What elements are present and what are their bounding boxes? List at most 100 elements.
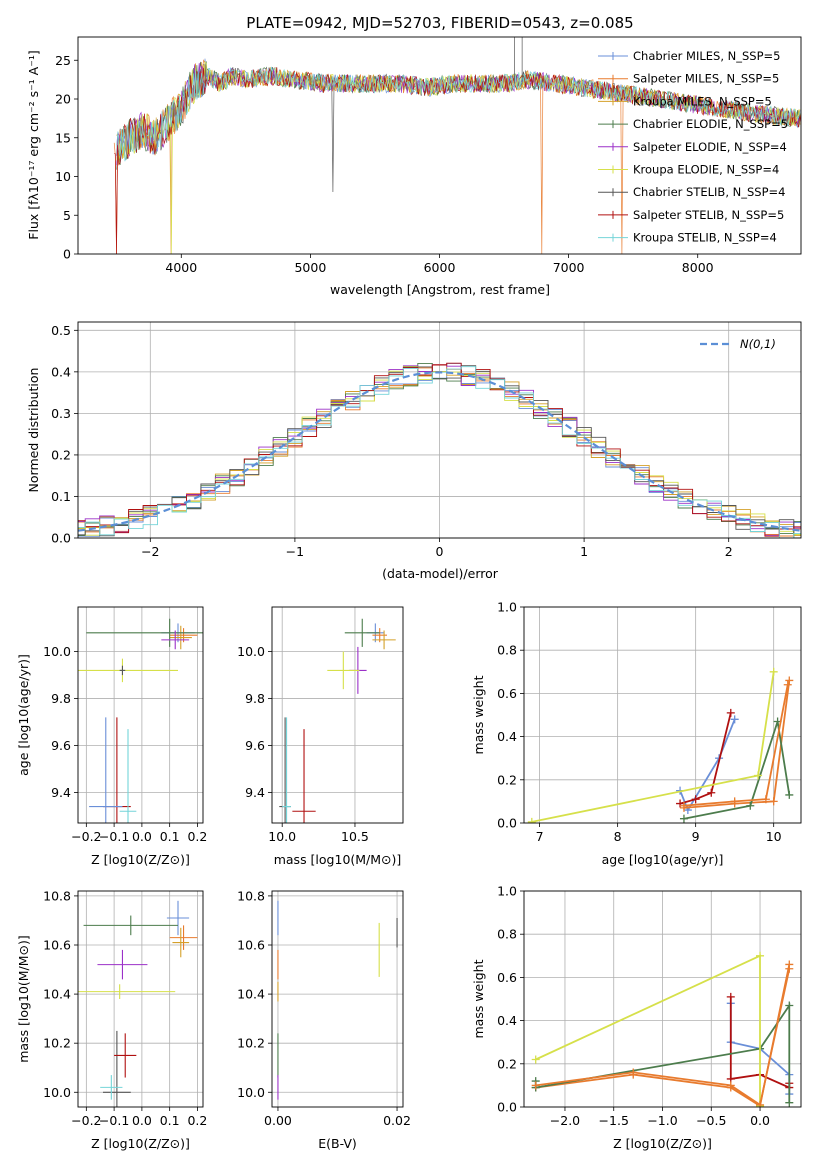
spectrum-series-8 [116,66,801,162]
x-tick-label: 0.02 [383,1113,411,1128]
y-tick-label: 10.8 [237,888,265,903]
y-tick-label: 20 [55,92,71,107]
mass-weight-point [769,667,778,676]
x-tick-label: 9 [692,829,700,844]
panel-age-vs-Z [74,606,204,827]
x-tick-label: 0.2 [187,829,207,844]
y-tick-label: 10 [55,169,71,184]
mass-weight-point [756,951,765,960]
y-tick-label: 0.4 [497,729,517,744]
legend-entry: Salpeter STELIB, N_SSP=5 [633,208,784,222]
mass-weight-point [726,708,735,717]
mass-weight-point [527,817,536,823]
x-tick-label: 0.00 [264,1113,292,1128]
mass-weight-point [785,1001,794,1010]
y-tick-label: 25 [55,53,71,68]
mass-weight-series [679,718,736,813]
panel-residuals [74,321,802,542]
y-tick-label: 1.0 [497,600,517,615]
y-tick-label: 0.0 [497,816,517,831]
y-tick-label: 0.4 [51,364,71,379]
x-tick-label: −2 [141,544,159,559]
mass-weight-series [683,721,791,820]
x-axis-label: Z [log10(Z/Z⊙)] [91,1136,190,1151]
axes-frame [523,890,802,1108]
mass-weight-point [679,801,688,810]
mass-weight-point [769,797,778,806]
panel-spectrum [74,36,802,258]
y-tick-label: 9.4 [245,785,265,800]
x-tick-label: 0.0 [132,829,152,844]
axes-frame [77,321,802,539]
x-tick-label: 10.5 [341,829,369,844]
x-tick-label: 7000 [553,260,585,275]
y-tick-label: 0.5 [51,323,71,338]
x-tick-label: −0.1 [99,1113,129,1128]
mass-weight-point [761,795,770,804]
legend-entry: Salpeter ELODIE, N_SSP=4 [633,140,787,154]
x-tick-label: −0.1 [99,829,129,844]
errorbars [277,900,398,1100]
mass-weight-point [785,676,794,685]
y-tick-label: 0.2 [497,1056,517,1071]
y-tick-label: 0.6 [497,970,517,985]
y-tick-label: 10.6 [237,938,265,953]
x-tick-label: −1 [286,544,304,559]
y-tick-label: 10.2 [43,1036,71,1051]
mass-weight-point [726,1081,735,1090]
spectrum-lines [113,37,801,254]
y-tick-label: 10.4 [43,987,71,1002]
y-axis-label: age [log10(age/yr)] [16,654,31,776]
errorbars [78,618,203,823]
x-axis-label: wavelength [Angstrom, rest frame] [330,282,550,297]
x-axis-label: age [log10(age/yr)] [602,852,724,867]
x-tick-label: 0.0 [750,1113,770,1128]
mass-weight-point [730,797,739,806]
x-tick-label: 4000 [165,260,197,275]
y-tick-label: 10.4 [237,987,265,1002]
x-tick-label: 0.0 [132,1113,152,1128]
mass-weight-point [783,680,792,689]
x-tick-label: −1.0 [647,1113,677,1128]
y-tick-label: 10.0 [43,644,71,659]
mass-weight-point [679,814,688,823]
mass-weight-series [531,671,775,823]
errorbars [78,900,198,1107]
errorbars [279,618,396,823]
x-tick-label: 0 [436,544,444,559]
y-tick-label: 9.8 [245,691,265,706]
y-tick-label: 0.1 [51,489,71,504]
y-tick-label: 10.8 [43,888,71,903]
x-axis-label: E(B-V) [318,1136,357,1151]
mass-weight-point [754,771,763,780]
x-tick-label: 0.2 [187,1113,207,1128]
y-tick-label: 10.2 [237,1036,265,1051]
x-axis-label: (data-model)/error [382,566,499,581]
x-tick-label: 10.0 [268,829,296,844]
y-tick-label: 0.8 [497,927,517,942]
legend-entry: Chabrier STELIB, N_SSP=4 [633,185,785,199]
y-tick-label: 10.6 [43,938,71,953]
histogram-series [78,362,801,537]
legend-entry: Chabrier MILES, N_SSP=5 [633,49,780,63]
x-tick-label: 2 [725,544,733,559]
x-tick-label: 6000 [424,260,456,275]
axes-frame [77,890,204,1108]
mass-weight-point [746,801,755,810]
legend-entry: Kroupa MILES, N_SSP=5 [633,94,772,108]
panel-mass-weight-vs-Z [520,890,802,1111]
histogram-series [78,365,801,538]
x-axis-label: Z [log10(Z/Z⊙)] [613,1136,712,1151]
y-tick-label: 0 [63,247,71,262]
x-tick-label: 1 [580,544,588,559]
mass-weight-point [730,715,739,724]
x-tick-label: 5000 [294,260,326,275]
y-axis-label: mass [log10(M/M⊙)] [16,935,31,1063]
x-tick-label: 8000 [682,260,714,275]
x-tick-label: 0.1 [160,829,180,844]
y-tick-label: 15 [55,130,71,145]
y-tick-label: 9.6 [245,738,265,753]
y-axis-label: mass weight [471,675,486,754]
legend-entry: Chabrier ELODIE, N_SSP=5 [633,117,788,131]
